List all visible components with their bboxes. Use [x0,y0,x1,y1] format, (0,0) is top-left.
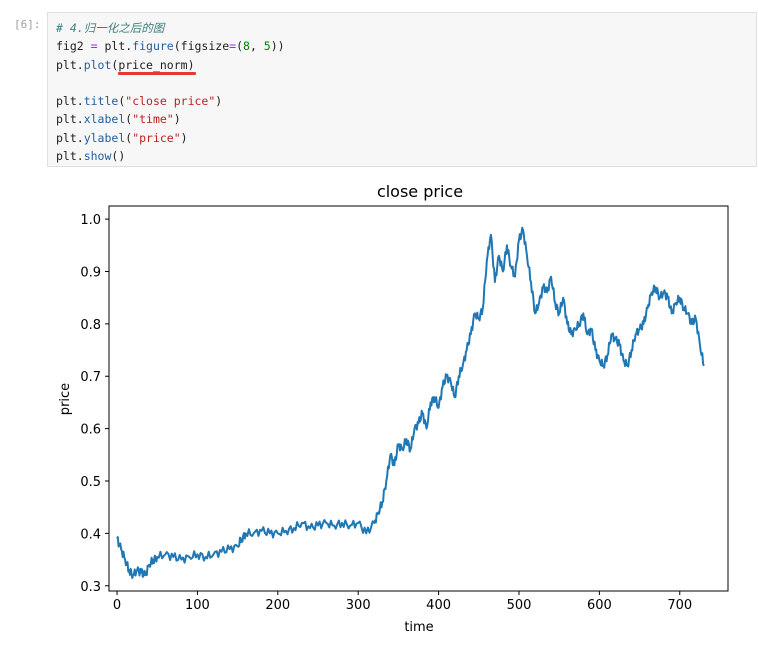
code-line: plt.ylabel("price") [56,129,285,147]
y-tick-label: 0.7 [80,370,101,385]
x-tick-label: 300 [346,598,371,613]
code-token: "time" [132,112,174,127]
code-token: "price" [132,130,181,145]
x-tick-label: 0 [113,598,121,613]
series-line [116,226,705,579]
code-token: ( [236,39,243,54]
y-tick-label: 0.3 [80,580,101,595]
y-tick-label: 0.6 [80,423,101,438]
code-token: (price_norm) [111,57,195,72]
code-cell[interactable]: [6]: # 4.归一化之后的图 fig2 = plt.figure(figsiz… [0,0,758,168]
x-axis-label: time [404,620,433,635]
code-token: # 4.归一化之后的图 [56,21,165,35]
code-editor[interactable]: # 4.归一化之后的图 fig2 = plt.figure(figsize=(8,… [47,12,757,167]
y-tick-label: 0.9 [80,265,101,280]
cell-output: close price 0 100 200 300 400 500 600 700 0.3 0.4… [47,168,758,646]
plot-area [108,205,729,592]
y-tick-label: 0.8 [80,318,101,333]
code-line [56,74,285,92]
code-text[interactable]: # 4.归一化之后的图 fig2 = plt.figure(figsize=(8,… [56,19,285,165]
code-token: fig2 [56,39,91,54]
code-line: plt.title("close price") [56,92,285,110]
code-token: ( [125,130,133,145]
y-tick-label: 1.0 [80,213,101,228]
x-tick-label: 700 [667,598,692,613]
code-token: () [111,149,126,164]
x-tick-label: 600 [587,598,612,613]
code-token: ( [118,94,126,109]
code-token: 8 [243,39,250,54]
x-tick-label: 400 [426,598,451,613]
code-token: plt. [97,39,133,54]
x-tick-label: 500 [507,598,532,613]
y-tick-label: 0.5 [80,475,101,490]
code-line: # 4.归一化之后的图 [56,19,285,37]
code-token: = [229,39,237,54]
code-line: fig2 = plt.figure(figsize=(8, 5)) [56,37,285,55]
chart-title: close price [377,182,463,201]
x-tick-label: 100 [185,598,210,613]
code-token: plt. [56,149,84,164]
code-token: ) [180,130,188,145]
code-token: ) [173,112,181,127]
code-token: (figsize [173,39,230,54]
code-token: figure [132,39,174,54]
code-token: , [249,39,264,54]
code-token: "close price" [125,94,216,109]
x-tick-label: 200 [265,598,290,613]
code-token: )) [270,39,285,54]
code-token: plt. [56,112,84,127]
code-token: ) [215,94,223,109]
red-underline-annotation [118,72,196,75]
code-line: plt.xlabel("time") [56,110,285,128]
code-token: plt. [56,130,84,145]
code-token: = [90,39,98,54]
y-tick-label: 0.4 [80,527,101,542]
code-token: plt. [56,57,84,72]
code-token: 5 [263,39,271,54]
cell-prompt: [6]: [14,18,41,31]
code-token: xlabel [83,112,126,127]
code-token: plot [83,57,112,72]
code-token: ( [125,112,133,127]
code-line: plt.show() [56,147,285,165]
code-token: ylabel [83,130,126,145]
code-token: title [83,94,119,109]
code-token: show [83,149,112,164]
line-chart: close price 0 100 200 300 400 500 600 700 0.3 0.4… [58,182,729,635]
code-line: plt.plot(price_norm) [56,56,285,74]
y-axis-label: price [58,383,73,415]
code-token: plt. [56,94,84,109]
